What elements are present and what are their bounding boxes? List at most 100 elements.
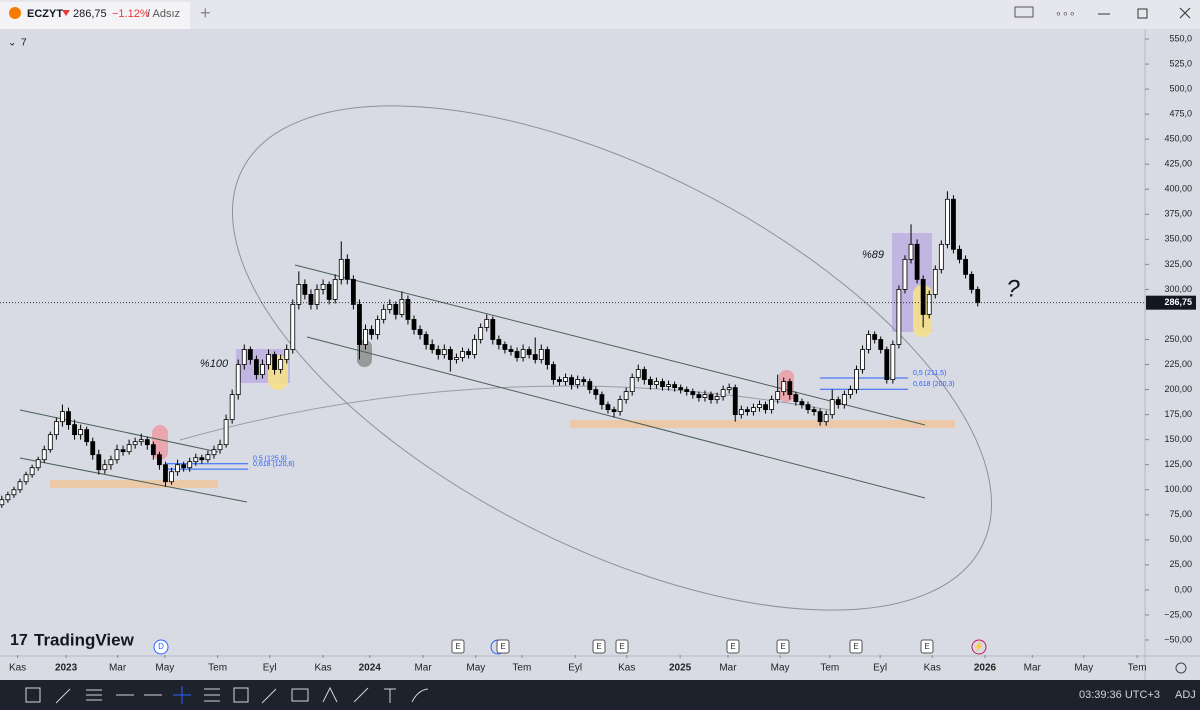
tool[interactable] [322,686,338,703]
candle-body [369,329,374,335]
candle-body [963,258,968,275]
candle-body [466,351,471,355]
last-price-label: 286,75 [1164,297,1192,307]
maximize[interactable] [1137,8,1148,19]
y-tick-label: 200,00 [1164,384,1192,394]
tool[interactable] [204,688,220,702]
candle-body [423,334,429,345]
tool[interactable] [353,687,369,703]
adj[interactable]: ADJ [1175,689,1196,701]
candle-body [763,404,768,411]
candle-body [205,454,211,461]
annotation: ? [1006,275,1020,302]
annotation: %100 [200,358,229,370]
event-circle[interactable] [971,639,987,655]
new-tab[interactable]: + [200,3,211,23]
candle-body [938,243,944,270]
candle-body [253,359,259,375]
candle-body [914,243,920,280]
candle-body [823,414,829,423]
x-tick-label: Mar [719,663,737,674]
chevron[interactable]: ⌄ [8,38,16,49]
x-tick-label: 2023 [55,663,78,674]
tool[interactable] [411,688,429,703]
tool[interactable] [261,688,277,704]
candle-body [260,364,265,375]
candle-body [793,394,799,402]
candle-body [272,354,277,370]
event-label: E [730,642,735,651]
candle-body [720,389,726,397]
tool[interactable] [233,687,249,703]
candle-body [0,499,5,506]
candle-body [150,444,156,456]
event-label: E [853,642,858,651]
x-tick-label: Mar [414,663,432,674]
tool[interactable] [25,687,41,703]
candle-body [344,258,350,280]
candle-body [308,294,314,305]
x-tick-label: 2024 [359,663,382,674]
candle-body [660,381,665,387]
candle-body [78,429,84,436]
y-tick-label: 50,00 [1169,534,1192,544]
tool[interactable] [384,688,396,703]
event-label: E [619,642,624,651]
bottom-toolbar [0,680,1200,710]
candle-body [357,304,362,345]
tool[interactable] [291,688,309,702]
y-tick-label: 25,00 [1169,559,1192,569]
y-tick-label: 525,0 [1169,58,1192,68]
more-button[interactable]: ∘∘∘ [1055,8,1076,20]
tool[interactable] [173,686,191,704]
candle-body [399,299,405,315]
candle-body [641,369,647,380]
candle-body [17,481,23,491]
symbol-icon [9,7,21,19]
event-label: E [924,642,929,651]
x-tick-label: Tem [1128,663,1147,674]
x-tick-label: Eyl [568,663,582,674]
candle-body [241,349,247,365]
event-icon: ⚡ [973,640,984,652]
channel-line [306,336,926,499]
drawing-tools [25,686,429,704]
candle-body [11,489,17,496]
y-tick-label: 150,00 [1164,434,1192,444]
candle-body [187,461,193,469]
event-marker [451,639,465,654]
tool[interactable] [86,689,102,701]
candle-body [363,329,368,345]
y-tick-label: 425,00 [1164,159,1192,169]
candle-body [454,357,459,360]
candle-body [490,319,496,340]
candle-body [944,198,950,245]
candle-body [811,409,817,413]
close[interactable] [1179,7,1191,19]
candle-body [96,454,102,471]
settings[interactable] [1175,662,1187,674]
down-arrow [62,10,70,16]
candle-body [108,459,114,466]
candle-body [732,387,738,416]
event-marker [615,639,629,654]
tool[interactable] [55,688,71,704]
candle-body [787,381,793,395]
candle-body [696,394,702,398]
candle-body [23,474,29,483]
y-tick-label: −50,00 [1164,634,1192,644]
candle-body [757,404,762,409]
candle-body [890,344,896,380]
candle-body [593,389,599,395]
x-tick-label: Tem [208,663,227,674]
candle-body [435,349,441,355]
event-marker [726,639,740,654]
candle-body [781,381,787,392]
y-tick-label: 475,0 [1169,109,1192,119]
layout-button[interactable] [1014,6,1034,18]
clock: 03:39:36 UTC+3 [1079,689,1160,701]
candle-body [975,289,981,304]
x-tick-label: Eyl [263,663,277,674]
tab[interactable] [0,2,190,29]
